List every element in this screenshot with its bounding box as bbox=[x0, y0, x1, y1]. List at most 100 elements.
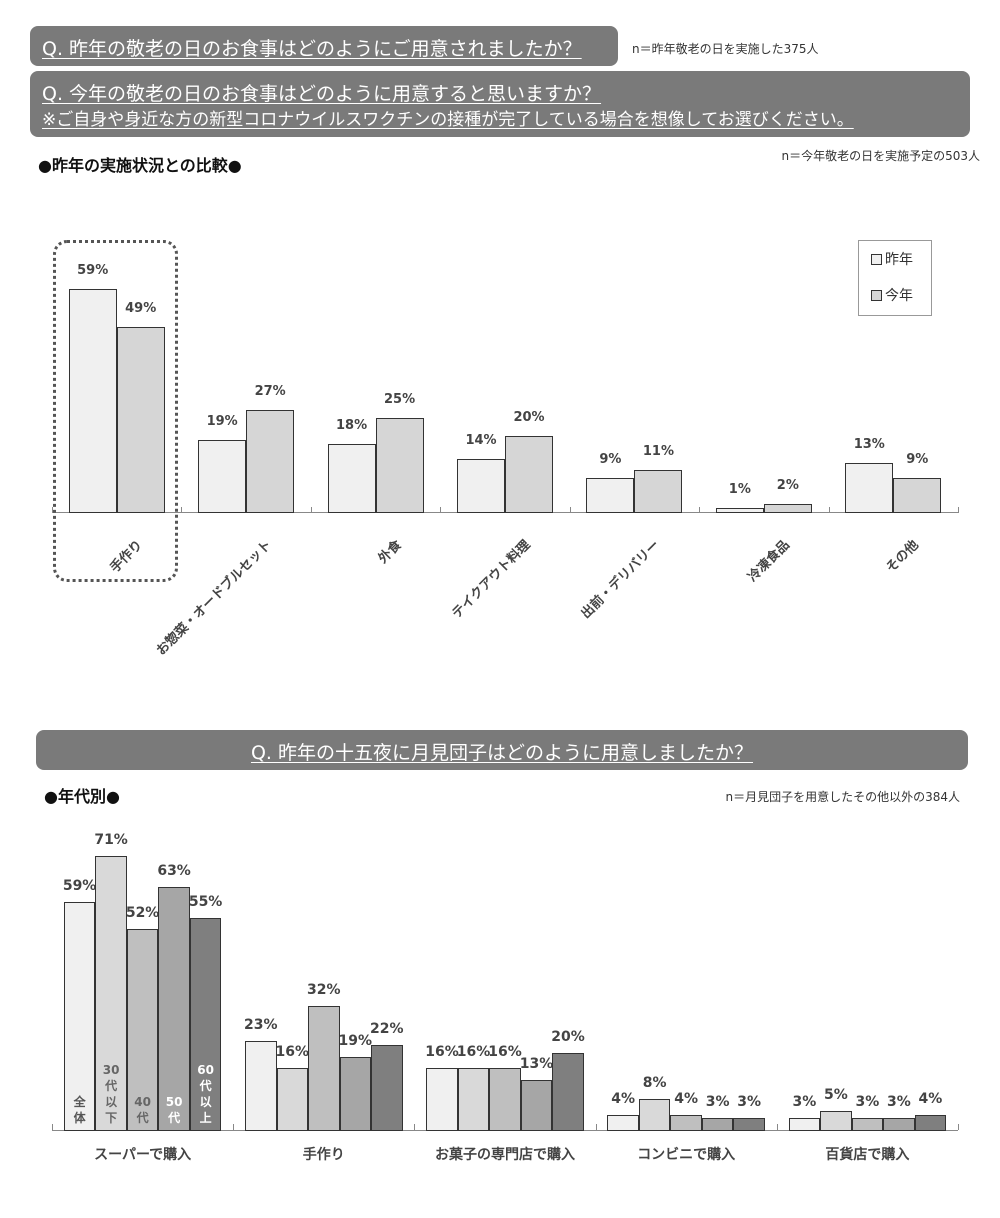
legend-item-last-year: 昨年 bbox=[871, 249, 913, 269]
bar-60代以上 bbox=[371, 1045, 403, 1131]
category-label: 手作り bbox=[302, 1147, 345, 1163]
bar-30代以下 bbox=[457, 1068, 490, 1131]
bar-50代 bbox=[883, 1118, 915, 1131]
bar-昨年 bbox=[198, 440, 247, 513]
legend-label: 昨年 bbox=[885, 252, 913, 268]
question-3-sample-note: n＝月見団子を用意したその他以外の384人 bbox=[725, 790, 960, 804]
bar-30代以下 bbox=[276, 1068, 309, 1131]
value-label: 16% bbox=[275, 1044, 310, 1061]
value-label: 1% bbox=[728, 482, 751, 498]
bar-全体 bbox=[788, 1118, 821, 1131]
bar-50代 bbox=[701, 1118, 734, 1131]
value-label: 4% bbox=[918, 1090, 943, 1107]
value-label: 13% bbox=[519, 1055, 554, 1072]
value-label: 27% bbox=[254, 383, 286, 399]
highlight-box-handmade bbox=[53, 240, 178, 582]
bar-昨年 bbox=[68, 288, 117, 513]
bar-今年 bbox=[505, 436, 553, 513]
bar-昨年 bbox=[457, 459, 505, 513]
x-axis-tick bbox=[958, 1124, 959, 1130]
value-label: 9% bbox=[599, 451, 622, 467]
bar-今年 bbox=[763, 504, 812, 513]
value-label: 5% bbox=[824, 1086, 848, 1103]
question-1-title: Q. 昨年の敬老の日のお食事はどのようにご用意されましたか？ bbox=[42, 38, 582, 60]
value-label: 20% bbox=[513, 410, 545, 426]
bar-30代以下 bbox=[95, 855, 127, 1131]
value-label: 4% bbox=[611, 1090, 636, 1107]
bar-今年 bbox=[893, 477, 942, 513]
category-label: 百貨店で購入 bbox=[825, 1147, 910, 1163]
bar-30代以下 bbox=[820, 1110, 852, 1131]
bar-昨年 bbox=[715, 508, 764, 513]
value-label: 3% bbox=[737, 1094, 762, 1111]
bar-全体 bbox=[607, 1114, 639, 1131]
in-bar-series-label: 50 代 bbox=[165, 1095, 183, 1125]
value-label: 25% bbox=[384, 391, 416, 407]
value-label: 3% bbox=[887, 1094, 911, 1111]
x-axis-tick bbox=[233, 1124, 235, 1130]
bar-50代 bbox=[158, 886, 190, 1131]
x-axis-tick bbox=[776, 1124, 778, 1130]
legend-item-this-year: 今年 bbox=[871, 285, 913, 305]
legend-swatch-icon bbox=[871, 253, 882, 265]
question-2-subtitle: ※ご自身や身近な方の新型コロナウイルスワクチンの接種が完了している場合を想像して… bbox=[42, 110, 854, 130]
x-axis-tick bbox=[440, 507, 442, 513]
value-label: 16% bbox=[425, 1044, 459, 1061]
x-axis-tick bbox=[828, 507, 830, 513]
value-label: 3% bbox=[855, 1094, 880, 1111]
value-label: 63% bbox=[157, 862, 191, 879]
value-label: 16% bbox=[488, 1044, 522, 1061]
value-label: 23% bbox=[244, 1017, 278, 1034]
category-label: スーパーで購入 bbox=[94, 1147, 192, 1163]
section-1-label: ●昨年の実施状況との比較● bbox=[38, 156, 242, 175]
legend-swatch-icon bbox=[871, 289, 882, 301]
value-label: 16% bbox=[456, 1044, 491, 1061]
bar-30代以下 bbox=[638, 1099, 671, 1131]
x-axis-tick bbox=[569, 507, 571, 513]
value-label: 4% bbox=[674, 1090, 699, 1107]
bar-今年 bbox=[375, 417, 424, 513]
value-label: 71% bbox=[94, 831, 128, 848]
category-label: コンビニで購入 bbox=[637, 1147, 736, 1163]
bar-今年 bbox=[246, 409, 295, 513]
value-label: 19% bbox=[206, 414, 238, 430]
value-label: 55% bbox=[188, 893, 223, 910]
value-label: 32% bbox=[307, 982, 341, 999]
legend-label: 今年 bbox=[885, 288, 913, 304]
value-label: 9% bbox=[906, 451, 929, 467]
chart-legend: 昨年 今年 bbox=[858, 240, 932, 316]
bar-40代 bbox=[308, 1006, 340, 1131]
value-label: 2% bbox=[776, 478, 799, 494]
bar-40代 bbox=[126, 929, 159, 1131]
value-label: 13% bbox=[853, 436, 885, 452]
in-bar-series-label: 60 代以上 bbox=[197, 1063, 214, 1125]
category-label: お菓子の専門店で購入 bbox=[434, 1147, 575, 1163]
bar-40代 bbox=[670, 1114, 702, 1131]
value-label: 3% bbox=[792, 1094, 817, 1111]
value-label: 22% bbox=[370, 1021, 404, 1038]
bar-50代 bbox=[520, 1079, 553, 1131]
bar-全体 bbox=[245, 1041, 277, 1131]
comparison-bar-chart: 59% 49% 手作り 19% 27% お惣菜・オードブルセット 18% 25% 外食 14% 20… bbox=[52, 263, 959, 659]
x-axis-tick bbox=[595, 1124, 597, 1130]
x-axis-tick bbox=[181, 507, 183, 513]
in-bar-series-label: 40 代 bbox=[134, 1095, 151, 1125]
value-label: 18% bbox=[336, 417, 368, 433]
in-bar-series-label: 全体 bbox=[73, 1095, 86, 1125]
value-label: 14% bbox=[465, 433, 497, 449]
x-axis-tick bbox=[52, 1124, 53, 1130]
question-3-title: Q. 昨年の十五夜に月見団子はどのように用意しましたか？ bbox=[250, 742, 754, 764]
bar-60代以上 bbox=[552, 1052, 584, 1131]
x-axis-tick bbox=[699, 507, 701, 513]
x-axis-tick bbox=[414, 1124, 416, 1130]
section-2-label: ●年代別● bbox=[44, 787, 120, 806]
bar-今年 bbox=[116, 326, 165, 513]
question-1-header: Q. 昨年の敬老の日のお食事はどのようにご用意されましたか？ bbox=[30, 26, 618, 66]
question-3-header: Q. 昨年の十五夜に月見団子はどのように用意しましたか？ bbox=[36, 730, 968, 770]
in-bar-series-label: 30 代以下 bbox=[102, 1063, 120, 1125]
value-label: 11% bbox=[642, 444, 674, 460]
value-label: 52% bbox=[125, 905, 160, 922]
question-2-title: Q. 今年の敬老の日のお食事はどのように用意すると思いますか？ bbox=[42, 83, 602, 105]
question-1-sample-note: n＝昨年敬老の日を実施した375人 bbox=[632, 42, 819, 56]
